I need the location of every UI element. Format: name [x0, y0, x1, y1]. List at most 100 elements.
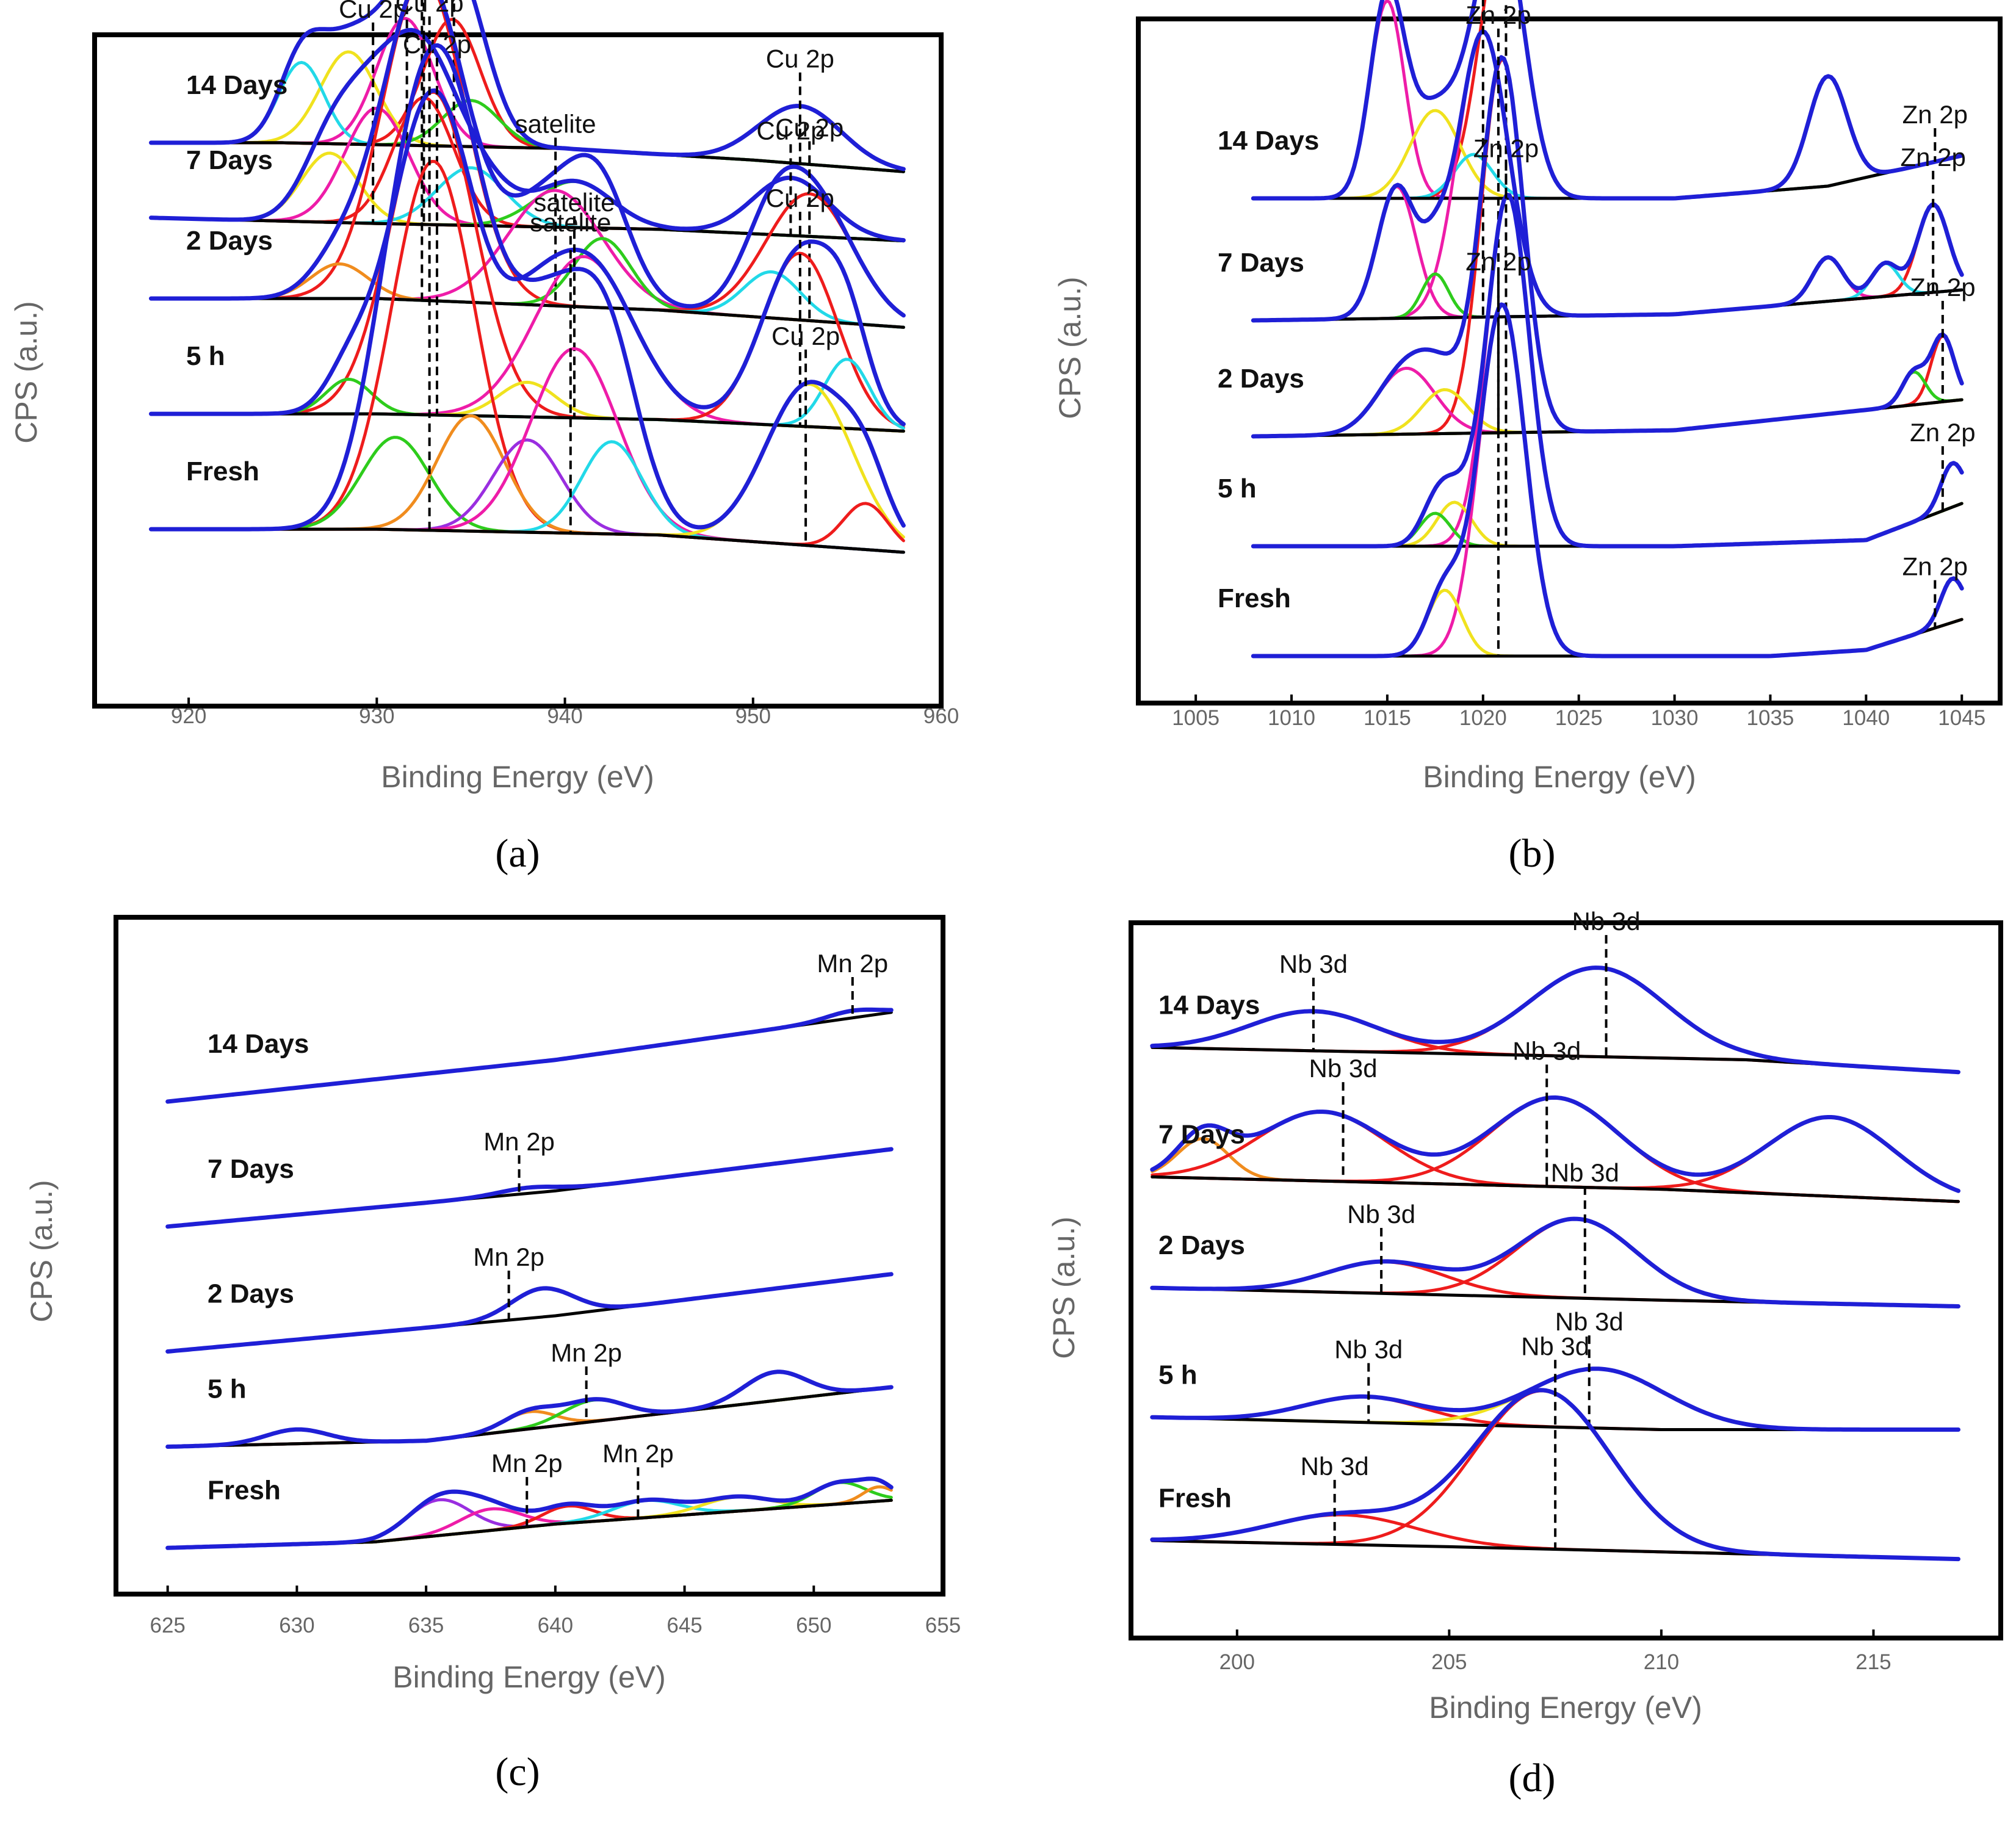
- panel-b-spectrum-2-envelope: [1251, 55, 1964, 439]
- panel-a-spectrum-1-baseline: [150, 216, 905, 243]
- panel-a-spectrum-2-marker-label-1: satelite: [515, 109, 596, 138]
- panel-b-sample-label-1: 7 Days: [1218, 248, 1304, 278]
- panel-b-sample-label-2: 2 Days: [1218, 364, 1304, 394]
- panel-d-spectrum-0-marker-label-0: Nb 3d: [1279, 950, 1348, 978]
- panel-b-spectrum-0-envelope: [1251, 0, 1964, 201]
- panel-b-spectrum-4-marker-label-0: Zn 2p: [1465, 247, 1531, 276]
- panel-a-spectrum-3-envelope: [149, 88, 906, 427]
- panel-d-caption: (d): [1509, 1756, 1556, 1800]
- panel-b-spectrum-1-marker-label-1: Zn 2p: [1900, 143, 1965, 171]
- panel-a-spectrum-4-marker-label-0: Cu 2p: [396, 0, 464, 17]
- panel-c-spectrum-0: 14 Days Mn 2p: [165, 949, 894, 1104]
- panel-d-spectrum-4-marker-label-1: Nb 3d: [1521, 1332, 1589, 1360]
- panel-a-spectrum-2-marker-label-2: Cu 2p: [775, 113, 844, 142]
- panel-c-spectrum-4-marker-label-0: Mn 2p: [491, 1449, 563, 1478]
- panel-c-spectrum-3: 5 h Mn 2p: [165, 1338, 894, 1449]
- panel-a-spectrum-1-marker-label-2: Cu 2p: [756, 116, 825, 145]
- panel-b-spectrum-4-component-1: [1251, 588, 1964, 658]
- panel-a-sample-label-1: 7 Days: [186, 145, 273, 175]
- panel-c-spectrum-1-envelope: [165, 1147, 894, 1229]
- panel-a-frame: [92, 32, 944, 709]
- panel-a-ylabel: CPS (a.u.): [9, 301, 43, 443]
- panel-d-sample-label-1: 7 Days: [1158, 1119, 1245, 1149]
- panel-a-xtick-label-3: 950: [735, 704, 771, 728]
- panel-c-xtick-label-3: 640: [538, 1614, 573, 1637]
- panel-d-spectrum-0-envelope: [1150, 965, 1960, 1075]
- panel-a-spectrum-4-component-5: [150, 440, 905, 554]
- panel-b-spectrum-2-component-1: [1251, 366, 1964, 438]
- panel-a-spectrum-4-component-6: [150, 382, 905, 539]
- panel-b-spectrum-4-component-2: [1251, 577, 1964, 658]
- panel-b-xtick-label-0: 1005: [1172, 706, 1219, 730]
- panel-d-spectrum-1: 7 Days Nb 3d Nb 3d: [1150, 1036, 1960, 1204]
- panel-a-caption: (a): [495, 831, 540, 876]
- panel-a-spectrum-2: 2 Days Cu 2p satelite Cu 2p: [149, 0, 906, 329]
- panel-a-spectrum-0-marker-label-2: Cu 2p: [766, 45, 834, 73]
- panel-a-spectrum-4-component-7: [150, 502, 905, 546]
- panel-c-sample-label-1: 7 Days: [208, 1154, 294, 1184]
- panel-d-spectrum-3-marker-label-1: Nb 3d: [1555, 1307, 1624, 1336]
- panel-a-sample-label-0: 14 Days: [186, 70, 287, 100]
- panel-d-xtick-label-2: 210: [1644, 1650, 1679, 1674]
- panel-b-spectrum-1-envelope: [1251, 29, 1964, 323]
- panel-c-spectrum-4-marker-label-1: Mn 2p: [602, 1439, 674, 1468]
- panel-a-sample-label-4: Fresh: [186, 457, 259, 486]
- panel-b-frame: [1136, 16, 2003, 706]
- panel-a-xtick-label-2: 940: [547, 704, 582, 728]
- panel-d-ylabel: CPS (a.u.): [1047, 1216, 1081, 1359]
- panel-d-xlabel: Binding Energy (eV): [1429, 1691, 1702, 1725]
- panel-b-spectrum-0-component-1: [1251, 0, 1964, 200]
- panel-a-spectrum-0-envelope: [149, 0, 906, 171]
- panel-c-spectrum-1-marker-label-0: Mn 2p: [483, 1127, 555, 1156]
- panel-a-spectrum-1-marker-label-0: Cu 2p: [339, 0, 407, 23]
- panel-b-xtick-label-2: 1015: [1364, 706, 1411, 730]
- panel-c-sample-label-3: 5 h: [208, 1374, 247, 1404]
- panel-c-spectrum-3-component-1: [166, 1385, 893, 1448]
- panel-c-mn-2p: CPS (a.u.) Binding Energy (eV) (c) 625 63…: [24, 915, 961, 1794]
- panel-a-spectrum-2-envelope: [149, 0, 906, 318]
- panel-b-xtick-label-5: 1030: [1651, 706, 1699, 730]
- panel-c-caption: (c): [495, 1750, 540, 1794]
- panel-b-ylabel: CPS (a.u.): [1053, 276, 1087, 419]
- panel-d-spectrum-1-marker-label-1: Nb 3d: [1512, 1036, 1581, 1065]
- panel-b-spectrum-4-envelope: [1251, 302, 1964, 659]
- panel-b-xtick-label-8: 1045: [1938, 706, 1985, 730]
- panel-c-frame: [114, 915, 945, 1597]
- panel-b-spectrum-0-marker-label-1: Zn 2p: [1902, 100, 1968, 129]
- panel-b-xtick-label-3: 1020: [1459, 706, 1507, 730]
- panel-a-spectrum-3: 5 h Cu 2p satelite Cu 2p: [149, 30, 906, 433]
- panel-a-spectrum-4-baseline: [150, 527, 905, 554]
- panel-a-spectrum-4-envelope: [149, 43, 906, 532]
- panel-b-spectrum-1: 7 Days Zn 2p Zn 2p: [1218, 0, 1966, 323]
- panel-d-spectrum-4-marker-label-0: Nb 3d: [1301, 1452, 1369, 1481]
- panel-a-xtick-label-4: 960: [923, 704, 959, 728]
- panel-d-sample-label-3: 5 h: [1158, 1360, 1198, 1390]
- panel-a-spectrum-3-marker-label-1: satelite: [533, 188, 615, 217]
- panel-c-spectrum-3-envelope: [165, 1370, 894, 1449]
- panel-b-spectrum-0-component-2: [1251, 109, 1964, 200]
- panel-d-spectrum-1-baseline: [1151, 1175, 1960, 1204]
- panel-b-spectrum-0-component-3: [1251, 153, 1964, 200]
- panel-d-xtick-label-0: 200: [1219, 1650, 1255, 1674]
- panel-b-spectrum-2: 2 Days Zn 2p Zn 2p: [1218, 1, 1976, 439]
- panel-b-spectrum-4: Fresh Zn 2p Zn 2p: [1218, 247, 1968, 659]
- panel-b-spectrum-2-component-3: [1251, 334, 1964, 438]
- panel-a-sample-label-3: 5 h: [186, 341, 225, 371]
- panel-c-spectrum-3-component-0: [166, 1385, 893, 1448]
- panel-b-spectrum-3-component-0: [1251, 193, 1964, 548]
- panel-b-sample-label-3: 5 h: [1218, 474, 1257, 503]
- panel-b-xtick-label-6: 1035: [1747, 706, 1794, 730]
- panel-c-sample-label-2: 2 Days: [208, 1279, 294, 1309]
- panel-d-frame: [1129, 920, 2003, 1640]
- panel-b-spectrum-3-component-3: [1251, 461, 1964, 548]
- panel-c-xtick-label-4: 645: [667, 1614, 702, 1637]
- panel-c-xtick-label-2: 635: [408, 1614, 444, 1637]
- panel-b-spectrum-2-marker-label-0: Zn 2p: [1465, 1, 1531, 29]
- panel-b-spectrum-3-marker-label-1: Zn 2p: [1910, 418, 1975, 447]
- panel-a-spectrum-4-component-1: [150, 436, 905, 554]
- panel-b-sample-label-0: 14 Days: [1218, 126, 1319, 156]
- panel-c-spectrum-0-envelope: [165, 1007, 894, 1104]
